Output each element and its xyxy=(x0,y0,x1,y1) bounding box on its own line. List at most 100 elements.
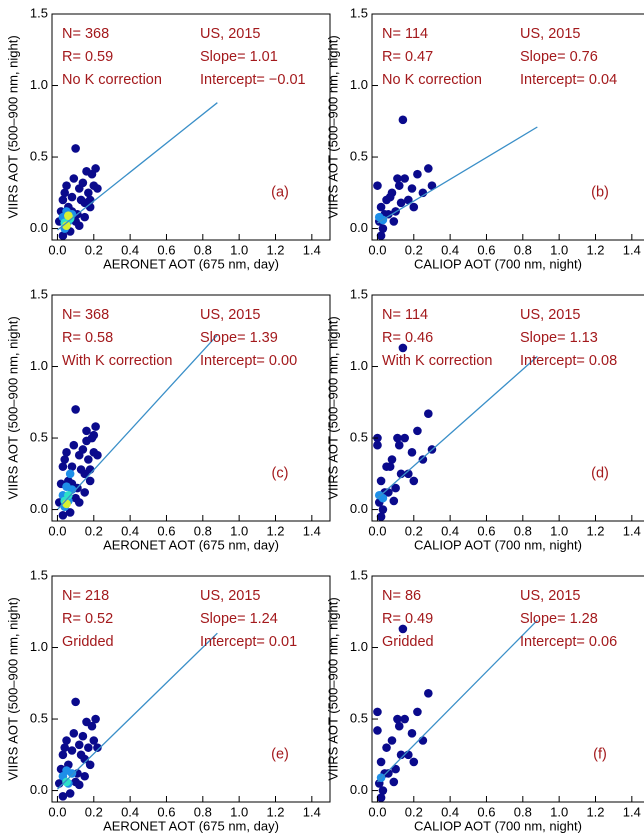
point xyxy=(78,445,88,454)
point xyxy=(58,510,68,520)
annotation: No K correction xyxy=(382,72,482,88)
point xyxy=(84,743,93,752)
y-tick-label: 0.0 xyxy=(350,220,368,235)
point xyxy=(80,212,90,222)
point xyxy=(91,164,100,173)
point xyxy=(393,714,402,724)
point xyxy=(67,462,77,471)
point xyxy=(389,496,399,506)
x-tick-label: 0.0 xyxy=(48,804,66,819)
annotation: With K correction xyxy=(382,353,492,369)
x-tick-label: 0.8 xyxy=(514,804,532,819)
annotation: With K correction xyxy=(62,353,172,369)
annotation: N= 368 xyxy=(62,307,109,323)
point xyxy=(378,786,388,795)
fit-line xyxy=(377,126,538,224)
point xyxy=(69,440,79,450)
panel-label: (a) xyxy=(271,185,289,201)
x-tick-label: 0.2 xyxy=(405,804,423,819)
annotation: R= 0.59 xyxy=(62,49,113,65)
point xyxy=(87,721,97,731)
point xyxy=(378,505,388,514)
x-tick-label: 0.8 xyxy=(514,523,532,538)
point xyxy=(65,508,75,517)
point xyxy=(418,455,428,464)
point xyxy=(393,433,402,443)
point xyxy=(74,740,84,750)
point xyxy=(394,440,404,450)
point xyxy=(424,409,433,419)
plot-frame xyxy=(371,294,644,522)
annotation: US, 2015 xyxy=(200,588,260,604)
y-tick-label: 1.5 xyxy=(350,5,368,20)
point xyxy=(373,181,382,190)
x-tick-label: 0.0 xyxy=(48,523,66,538)
x-axis-label: AERONET AOT (675 nm, day) xyxy=(103,818,279,833)
point xyxy=(400,714,410,724)
point xyxy=(91,422,100,431)
point xyxy=(407,448,417,457)
x-axis-label: CALIOP AOT (700 nm, night) xyxy=(414,537,582,552)
point xyxy=(387,455,397,464)
point xyxy=(376,231,386,241)
point xyxy=(60,455,70,464)
panel-label: (b) xyxy=(591,185,609,201)
annotation: Intercept= 0.08 xyxy=(520,353,617,369)
fit-line xyxy=(56,632,218,790)
x-tick-label: 0.6 xyxy=(157,523,175,538)
point xyxy=(64,211,73,220)
fit-line xyxy=(376,619,538,783)
annotation: N= 114 xyxy=(382,26,428,42)
x-tick-label: 0.6 xyxy=(157,804,175,819)
y-tick-label: 1.5 xyxy=(350,567,368,582)
x-axis-label: CALIOP AOT (700 nm, night) xyxy=(414,256,582,271)
point xyxy=(376,202,386,212)
annotation: Intercept= −0.01 xyxy=(200,72,306,88)
x-tick-label: 0.6 xyxy=(477,242,495,257)
point xyxy=(84,455,93,464)
point xyxy=(373,440,382,450)
x-tick-label: 0.0 xyxy=(48,242,66,257)
x-axis-label: AERONET AOT (675 nm, day) xyxy=(103,537,279,552)
y-axis-label: VIIRS AOT (500–900 nm, night) xyxy=(325,597,340,780)
point xyxy=(65,469,75,479)
annotation: Slope= 1.13 xyxy=(520,330,598,346)
point xyxy=(409,202,419,212)
x-tick-label: 0.0 xyxy=(368,242,386,257)
point xyxy=(62,736,71,745)
x-tick-label: 1.0 xyxy=(550,242,568,257)
y-tick-label: 0.5 xyxy=(350,710,368,725)
annotation: R= 0.47 xyxy=(382,49,433,65)
annotation: Intercept= 0.01 xyxy=(200,634,297,650)
annotation: R= 0.46 xyxy=(382,330,433,346)
annotation: Intercept= 0.04 xyxy=(520,72,617,88)
x-tick-label: 1.0 xyxy=(230,804,248,819)
point xyxy=(84,188,93,198)
point xyxy=(387,736,397,745)
x-tick-label: 0.8 xyxy=(194,804,212,819)
point xyxy=(74,780,84,790)
point xyxy=(62,221,71,230)
point xyxy=(89,430,99,440)
point xyxy=(404,469,413,479)
point xyxy=(376,757,386,767)
point xyxy=(58,231,68,241)
panel-label: (d) xyxy=(591,466,609,482)
point xyxy=(89,736,99,745)
annotation: Slope= 1.28 xyxy=(520,611,598,627)
panel-label: (f) xyxy=(593,747,607,763)
point xyxy=(391,764,400,774)
point xyxy=(398,343,408,353)
annotation: N= 86 xyxy=(382,588,421,604)
point xyxy=(385,192,395,202)
point xyxy=(404,195,413,205)
annotation: Slope= 0.76 xyxy=(520,49,598,65)
x-tick-label: 0.4 xyxy=(441,804,459,819)
y-tick-label: 0.0 xyxy=(30,782,48,797)
annotation: US, 2015 xyxy=(520,307,580,323)
point xyxy=(62,448,71,457)
y-tick-label: 1.0 xyxy=(350,639,368,654)
x-tick-label: 0.2 xyxy=(85,804,103,819)
point xyxy=(60,743,70,752)
